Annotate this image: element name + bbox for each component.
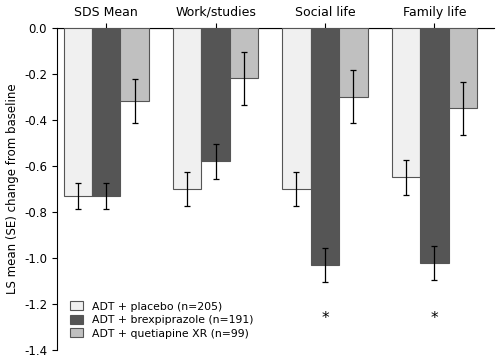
Bar bbox=[230, 28, 258, 78]
Bar bbox=[64, 28, 92, 196]
Text: *: * bbox=[321, 310, 328, 326]
Legend: ADT + placebo (n=205), ADT + brexpiprazole (n=191), ADT + quetiapine XR (n=99): ADT + placebo (n=205), ADT + brexpiprazo… bbox=[66, 298, 256, 342]
Bar bbox=[448, 28, 477, 108]
Bar bbox=[310, 28, 339, 265]
Bar bbox=[339, 28, 368, 97]
Text: *: * bbox=[430, 310, 438, 326]
Bar bbox=[392, 28, 420, 178]
Bar bbox=[420, 28, 448, 263]
Bar bbox=[173, 28, 202, 189]
Bar bbox=[202, 28, 230, 161]
Y-axis label: LS mean (SE) change from baseline: LS mean (SE) change from baseline bbox=[6, 84, 18, 294]
Bar bbox=[120, 28, 149, 102]
Bar bbox=[92, 28, 120, 196]
Bar bbox=[282, 28, 310, 189]
